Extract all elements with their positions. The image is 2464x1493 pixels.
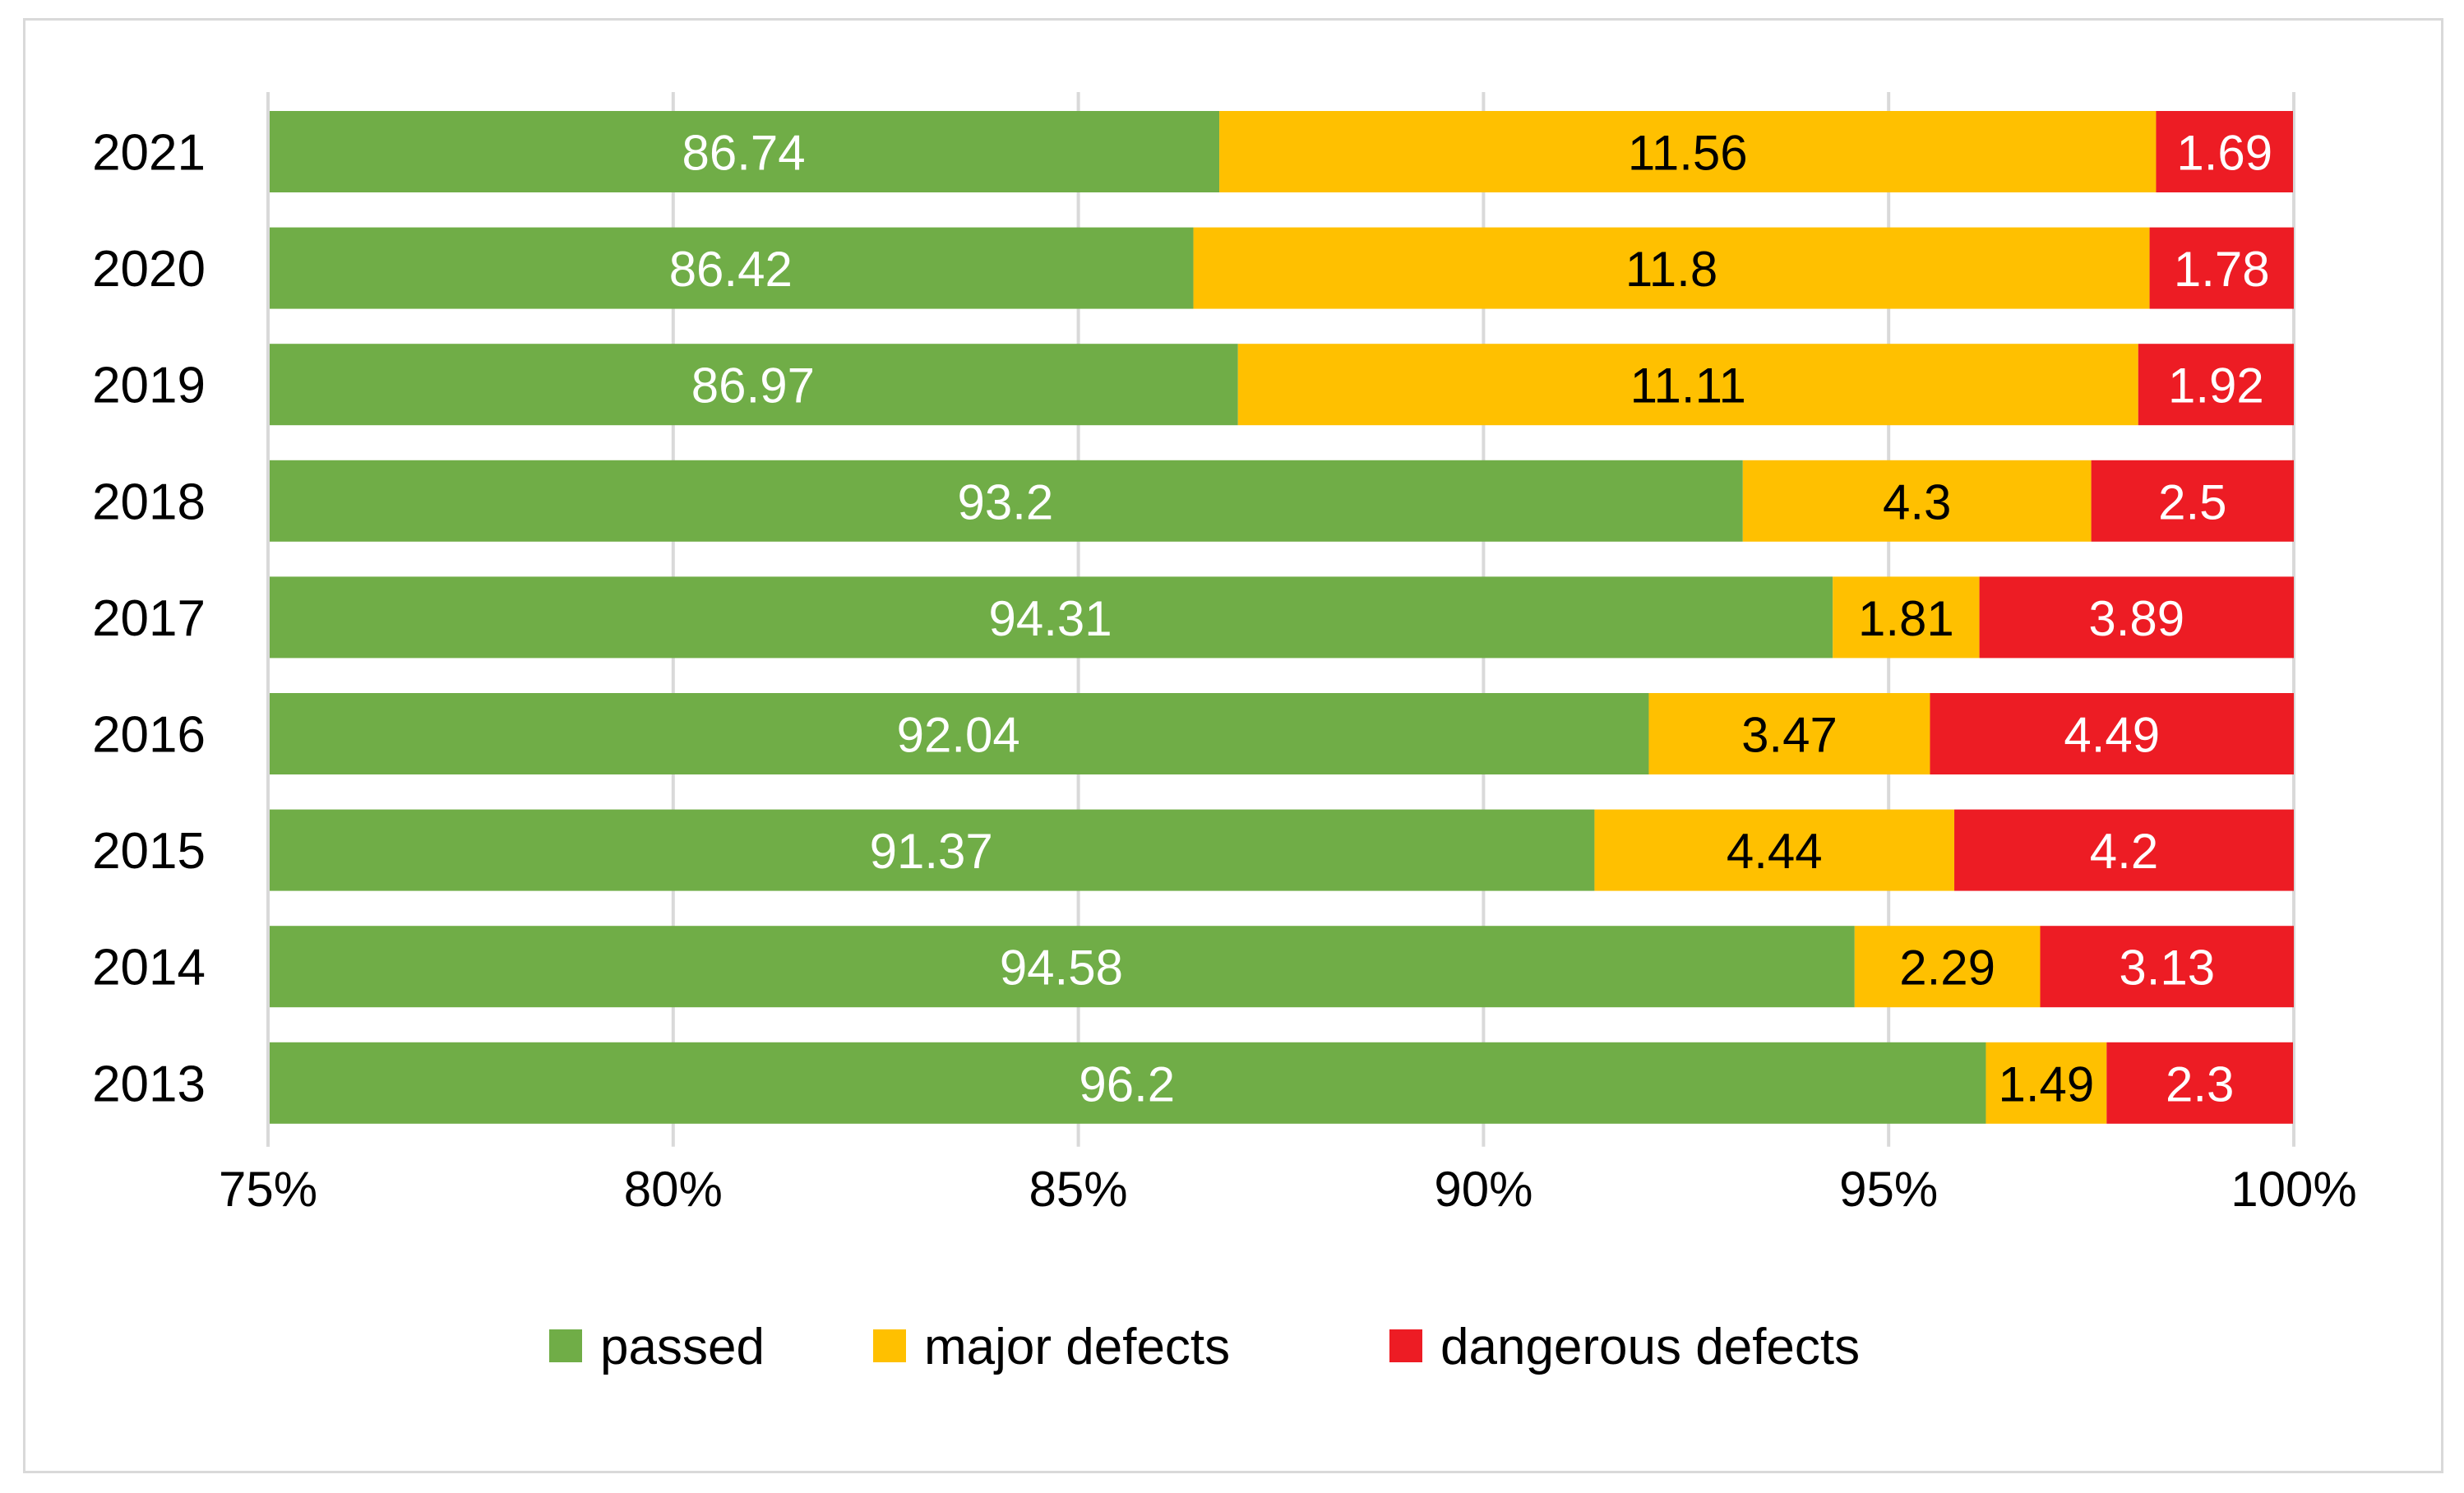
x-tick-label: 95% [1839, 1162, 1938, 1217]
data-label: 94.58 [1000, 941, 1123, 996]
bar-segment [1648, 693, 1930, 774]
data-label: 92.04 [897, 708, 1020, 763]
data-label: 3.89 [2088, 591, 2184, 646]
bar-segment [268, 576, 1833, 659]
bars: 86.74 11.56 1.69 86.42 11.8 1.78 86.97 11.11 1.9… [268, 111, 2294, 1124]
data-label: 91.37 [870, 824, 993, 879]
y-category-label: 2017 [92, 590, 206, 647]
y-category-label: 2014 [92, 940, 206, 996]
y-category-label: 2021 [92, 125, 206, 182]
bar-segment [1237, 344, 2138, 426]
bar-segment [268, 227, 1194, 309]
bar-segment [268, 693, 1649, 774]
x-tick-label: 90% [1434, 1162, 1532, 1217]
data-label: 11.11 [1630, 358, 1746, 414]
bar-segment [1954, 809, 2294, 891]
data-label: 1.49 [1999, 1056, 2095, 1112]
legend-label: dangerous defects [1440, 1319, 1860, 1375]
bar-segment [268, 1042, 1986, 1124]
y-category-label: 2016 [92, 707, 206, 764]
data-label: 3.47 [1741, 708, 1838, 763]
bar-segment [2091, 460, 2294, 542]
bar-segment [268, 809, 1595, 891]
bar-segment [268, 460, 1743, 542]
x-tick-label: 100% [2231, 1162, 2356, 1217]
data-label: 11.56 [1628, 126, 1748, 181]
data-label: 1.81 [1858, 591, 1954, 646]
data-label: 4.2 [2090, 824, 2158, 879]
bar-segment [1833, 576, 1980, 659]
legend-label: passed [600, 1319, 765, 1375]
axes: 75% 80% 85% 90% 95% 100% 2021 2020 2019 2018 2017 2… [92, 92, 2357, 1217]
bar-segment [2040, 926, 2294, 1008]
bar-segment [268, 344, 1238, 426]
y-category-label: 2015 [92, 823, 206, 880]
bar-segment [268, 111, 1220, 192]
data-label: 1.92 [2168, 358, 2264, 414]
y-category-label: 2013 [92, 1056, 206, 1112]
y-category-label: 2019 [92, 358, 206, 414]
data-label: 4.49 [2064, 708, 2160, 763]
data-label: 86.97 [691, 358, 815, 414]
data-label: 2.5 [2158, 474, 2226, 529]
data-label: 94.31 [989, 591, 1112, 646]
bar-segment [2156, 111, 2294, 192]
data-label: 3.13 [2119, 941, 2215, 996]
data-label: 2.29 [1899, 941, 1995, 996]
legend: passed major defects dangerous defects [549, 1319, 1860, 1375]
x-tick-label: 80% [624, 1162, 723, 1217]
bar-segment [1979, 576, 2294, 659]
legend-swatch [549, 1329, 582, 1362]
data-label: 96.2 [1079, 1056, 1175, 1112]
bar-segment [1219, 111, 2157, 192]
data-label: 11.8 [1625, 242, 1717, 297]
data-label: 1.69 [2176, 126, 2272, 181]
y-category-label: 2018 [92, 474, 206, 530]
legend-label: major defects [924, 1319, 1230, 1375]
bar-segment [2149, 227, 2294, 309]
legend-swatch [1389, 1329, 1422, 1362]
bar-segment [1930, 693, 2294, 774]
bar-segment [1742, 460, 2092, 542]
data-label: 93.2 [958, 474, 1054, 529]
y-category-label: 2020 [92, 241, 206, 298]
data-label: 86.42 [669, 242, 793, 297]
bar-segment [1193, 227, 2150, 309]
legend-swatch [873, 1329, 906, 1362]
bar-segment [1594, 809, 1955, 891]
bar-segment [2106, 1042, 2294, 1124]
bar-segment [2138, 344, 2294, 426]
data-label: 4.3 [1883, 474, 1951, 529]
data-label: 86.74 [682, 126, 805, 181]
bar-segment [1986, 1042, 2107, 1124]
bar-segment [268, 926, 1855, 1008]
x-tick-label: 85% [1029, 1162, 1128, 1217]
data-label: 4.44 [1727, 824, 1823, 879]
bar-segment [1854, 926, 2041, 1008]
x-tick-label: 75% [219, 1162, 317, 1217]
data-label: 1.78 [2174, 242, 2270, 297]
data-label: 2.3 [2166, 1056, 2234, 1112]
